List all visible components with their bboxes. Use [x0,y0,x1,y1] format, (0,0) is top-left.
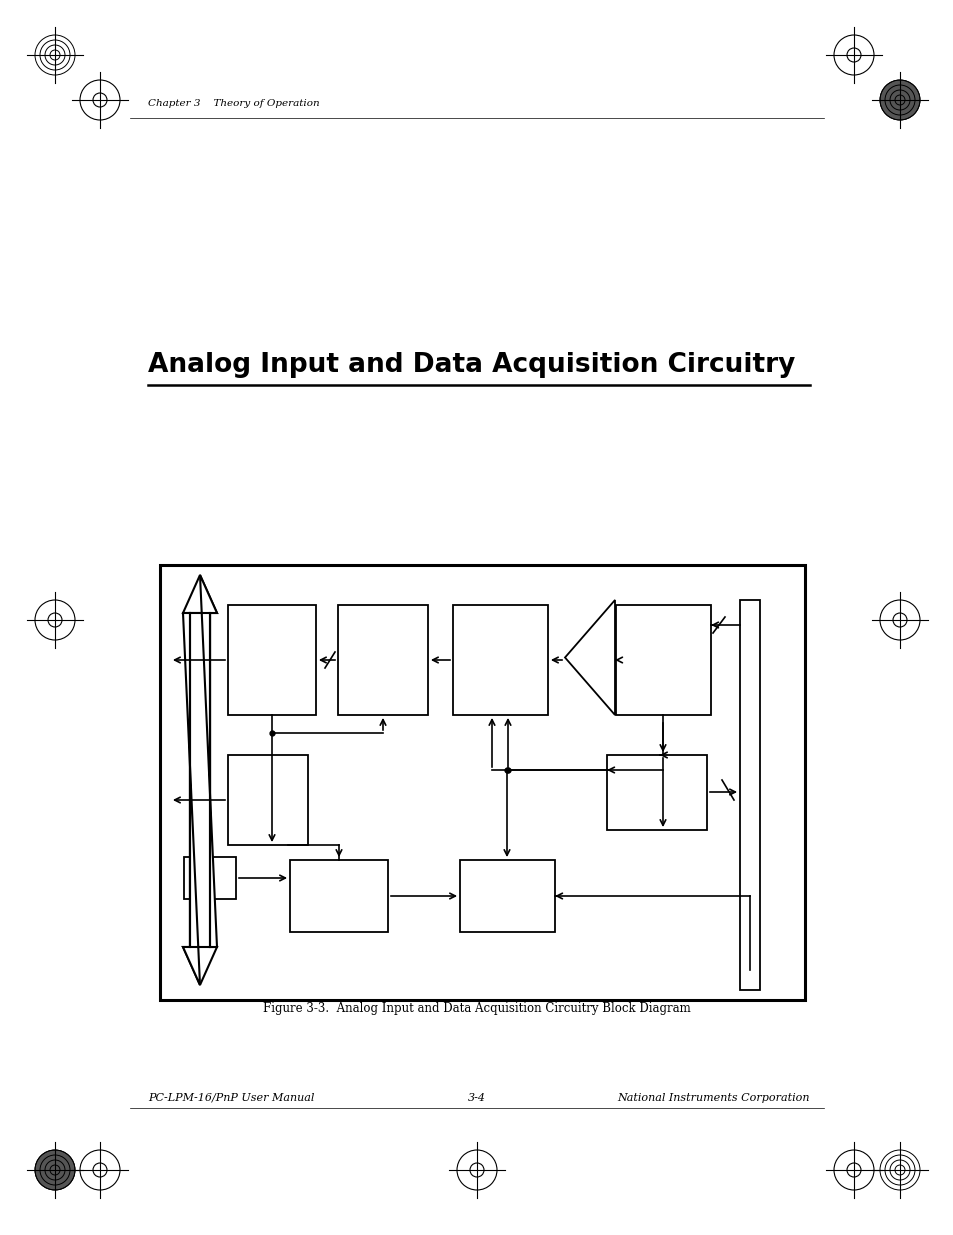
Circle shape [879,80,919,120]
Bar [606,755,706,830]
Bar [228,605,315,715]
Bar [184,857,235,899]
Bar [453,605,547,715]
Text: Analog Input and Data Acquisition Circuitry: Analog Input and Data Acquisition Circui… [148,352,795,378]
Circle shape [35,1150,75,1191]
Text: National Instruments Corporation: National Instruments Corporation [617,1093,809,1103]
Text: 3-4: 3-4 [468,1093,485,1103]
Text: Chapter 3    Theory of Operation: Chapter 3 Theory of Operation [148,99,319,107]
Bar [290,860,388,932]
Polygon shape [183,576,216,947]
Polygon shape [183,576,216,986]
Polygon shape [564,600,615,715]
Bar [160,564,804,1000]
Bar [337,605,428,715]
Bar [616,605,710,715]
Bar [228,755,308,845]
Text: PC-LPM-16/PnP User Manual: PC-LPM-16/PnP User Manual [148,1093,314,1103]
Polygon shape [183,613,216,986]
Bar [459,860,555,932]
Bar [740,600,760,990]
Text: Figure 3-3.  Analog Input and Data Acquisition Circuitry Block Diagram: Figure 3-3. Analog Input and Data Acquis… [263,1002,690,1015]
